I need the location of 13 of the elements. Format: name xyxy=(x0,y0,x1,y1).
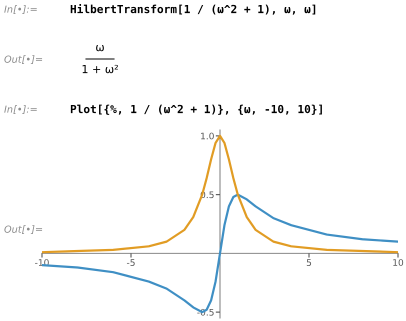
text: In[•]:= xyxy=(4,5,37,14)
x-tick-label: -5 xyxy=(126,259,135,266)
text: In[•]:= xyxy=(4,105,37,114)
text: ω xyxy=(96,44,104,52)
text: HilbertTransform[1 / (ω^2 + 1), ω, ω] xyxy=(70,4,316,15)
annotation: Out[•]= xyxy=(4,225,42,234)
text: Plot[{%, 1 / (ω^2 + 1)}, {ω, -10, 10}] xyxy=(70,104,322,115)
line-series xyxy=(42,134,398,254)
text: Out[•]= xyxy=(4,55,42,64)
text: 1 + ω² xyxy=(82,64,118,74)
x-tick-label: 10 xyxy=(393,259,404,266)
x-tick-label: 5 xyxy=(306,259,312,266)
y-tick-label: 1.0 xyxy=(201,132,214,140)
